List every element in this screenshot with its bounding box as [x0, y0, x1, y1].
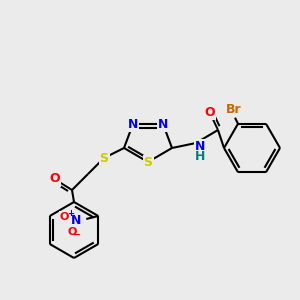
Text: N: N	[158, 118, 168, 130]
Text: O: O	[60, 212, 69, 222]
Text: O: O	[68, 227, 77, 237]
Text: Br: Br	[226, 103, 242, 116]
Text: H: H	[195, 151, 205, 164]
Text: O: O	[205, 106, 215, 118]
Text: N: N	[195, 140, 205, 152]
Text: −: −	[73, 230, 81, 240]
Text: +: +	[67, 209, 74, 218]
Text: O: O	[50, 172, 60, 185]
Text: S: S	[100, 152, 109, 164]
Text: N: N	[128, 118, 138, 130]
Text: S: S	[143, 155, 152, 169]
Text: N: N	[71, 214, 81, 226]
